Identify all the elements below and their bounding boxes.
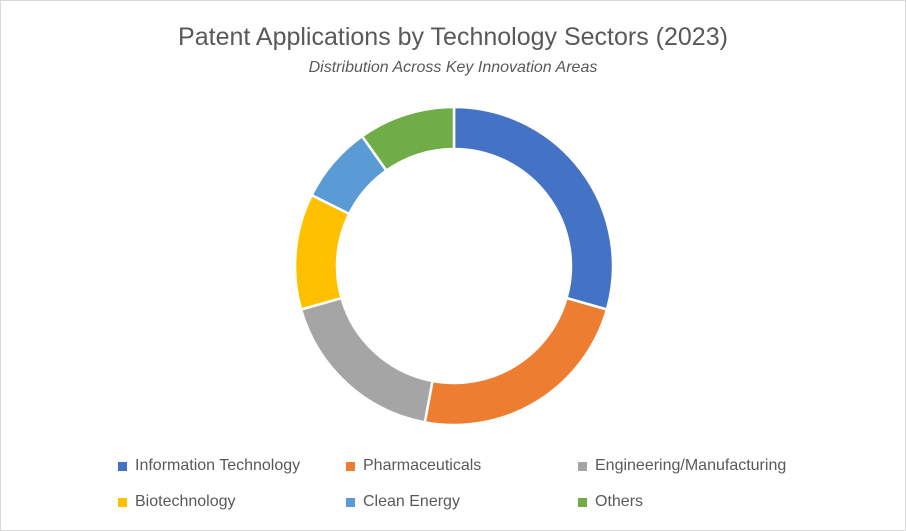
legend-swatch [346,461,355,471]
donut-slice-others [360,105,456,173]
chart-title: Patent Applications by Technology Sector… [178,23,728,51]
legend-item-others: Others [578,493,643,511]
legend-label: Clean Energy [363,493,460,510]
legend-item-engineering-manufacturing: Engineering/Manufacturing [578,457,786,475]
donut-slice-pharmaceuticals [423,296,609,427]
legend-swatch [346,497,355,507]
legend-label: Biotechnology [135,493,236,510]
legend-swatch [118,497,127,507]
donut-slice-information-technology [452,105,615,312]
legend-swatch [578,497,587,507]
legend-label: Pharmaceuticals [363,457,482,474]
legend-item-biotechnology: Biotechnology [118,493,236,511]
donut-slice-biotechnology [293,193,351,312]
legend-swatch [118,461,127,471]
legend-swatch [578,461,587,471]
legend-label: Engineering/Manufacturing [595,457,787,474]
legend-label: Others [595,493,644,510]
legend-item-clean-energy: Clean Energy [346,493,460,511]
legend-item-pharmaceuticals: Pharmaceuticals [346,457,481,475]
legend-label: Information Technology [135,457,301,474]
chart-subtitle: Distribution Across Key Innovation Areas [308,59,598,76]
legend-item-information-technology: Information Technology [118,457,300,475]
donut-slice-engineering-manufacturing [299,296,434,424]
